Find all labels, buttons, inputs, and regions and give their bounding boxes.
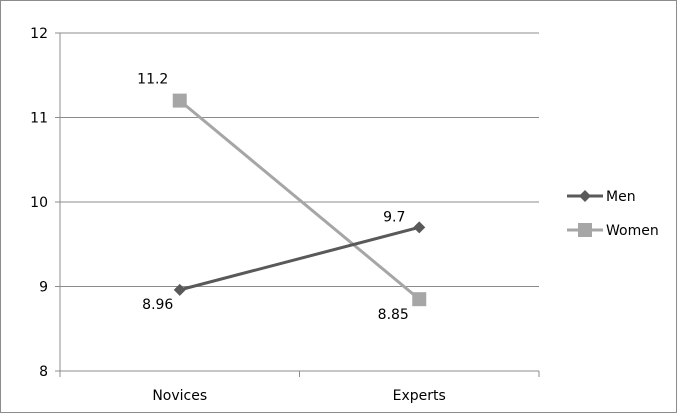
- y-tick-label: 10: [30, 195, 48, 211]
- data-label-men-experts: 9.7: [383, 209, 405, 225]
- legend-label-men: Men: [606, 189, 636, 205]
- data-label-women-novices: 11.2: [137, 72, 168, 88]
- data-label-men-novices: 8.96: [142, 297, 173, 313]
- y-tick-label: 9: [39, 280, 48, 296]
- series-line-men: [179, 225, 420, 292]
- x-tick-label-novices: Novices: [152, 388, 207, 404]
- x-tick-label-experts: Experts: [393, 388, 446, 404]
- data-label-women-experts: 8.85: [378, 307, 409, 323]
- legend-marker-women: [578, 223, 592, 237]
- legend-label-women: Women: [606, 223, 659, 239]
- y-tick-label: 8: [39, 364, 48, 380]
- data-point-men-experts: [413, 221, 426, 234]
- data-point-women-novices: [172, 93, 187, 108]
- data-point-women-experts: [412, 292, 427, 307]
- y-tick-label: 12: [30, 26, 48, 42]
- series-line-women: [178, 99, 421, 301]
- legend-marker-men: [579, 190, 591, 202]
- data-point-men-novices: [173, 283, 186, 296]
- y-tick-label: 11: [30, 111, 48, 127]
